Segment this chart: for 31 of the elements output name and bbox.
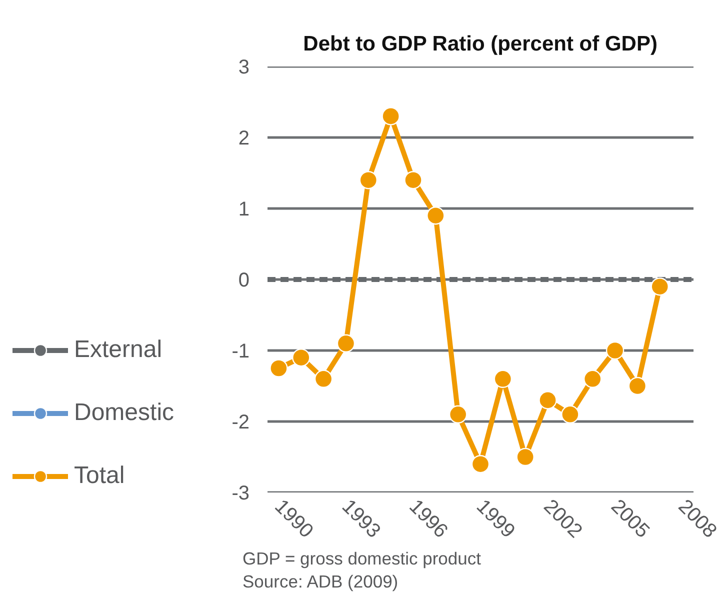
legend-label: Total: [74, 461, 125, 491]
legend-label: Domestic: [74, 398, 174, 428]
point: [404, 171, 422, 190]
point: [628, 376, 647, 396]
point: [516, 448, 534, 466]
y-tick-label: 1: [238, 198, 250, 220]
point: [270, 359, 288, 378]
point: [606, 341, 624, 360]
y-tick-label: 2: [238, 128, 250, 150]
point: [292, 348, 310, 367]
point: [426, 206, 445, 225]
point: [336, 334, 356, 352]
y-tick-label: -1: [232, 340, 250, 362]
point: [359, 171, 378, 190]
text: GDP = gross domestic product: [242, 548, 482, 568]
y-tick-label: 3: [238, 56, 250, 78]
point: [584, 370, 602, 388]
legend-label: External: [74, 335, 162, 365]
point: [314, 370, 333, 388]
chart-title: Debt to GDP Ratio (percent of GDP): [303, 32, 658, 56]
point: [650, 278, 669, 296]
point: [494, 370, 512, 388]
point: [382, 107, 400, 126]
y-tick-label: 0: [238, 270, 250, 292]
source-note: Source: ADB (2009): [242, 572, 398, 592]
y-tick-label: -2: [232, 412, 250, 434]
point: [448, 405, 468, 424]
point: [471, 455, 490, 474]
y-tick-label: -3: [232, 482, 250, 504]
point: [538, 391, 557, 410]
point: [561, 405, 580, 424]
